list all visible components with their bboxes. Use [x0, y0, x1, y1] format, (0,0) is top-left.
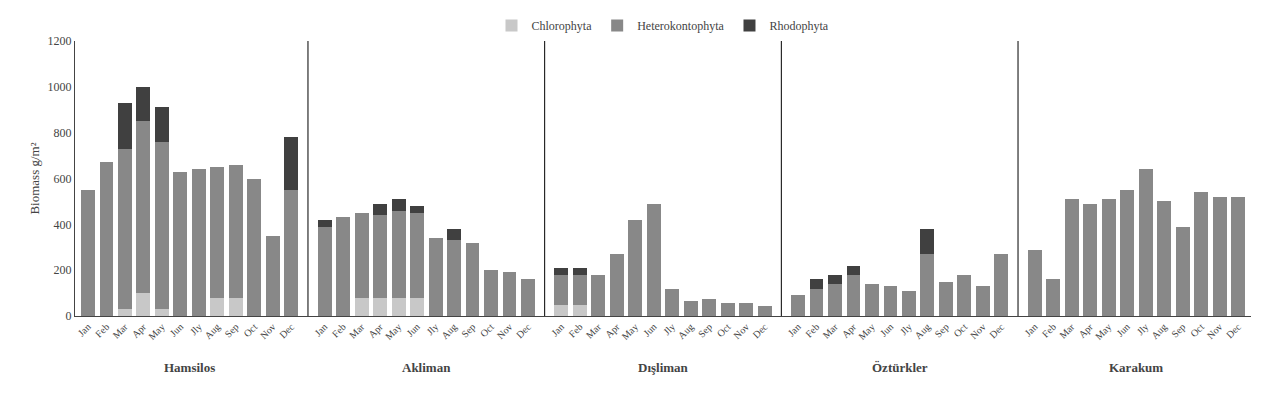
svg-text:200: 200 — [54, 263, 72, 277]
svg-text:Mar: Mar — [820, 321, 840, 341]
svg-text:Heterokontophyta: Heterokontophyta — [637, 19, 724, 33]
svg-text:Aug: Aug — [1149, 321, 1169, 341]
svg-text:Aug: Aug — [912, 321, 932, 341]
svg-text:Sep: Sep — [696, 321, 714, 339]
svg-text:Nov: Nov — [731, 321, 751, 341]
svg-text:May: May — [1093, 321, 1114, 342]
svg-text:Oct: Oct — [715, 321, 733, 339]
svg-text:Feb: Feb — [93, 321, 111, 339]
svg-text:Biomass g/m²: Biomass g/m² — [27, 142, 42, 214]
svg-text:Apr: Apr — [840, 321, 859, 340]
svg-text:Sep: Sep — [1169, 321, 1187, 339]
svg-text:0: 0 — [66, 309, 72, 323]
svg-text:Jun: Jun — [1114, 321, 1132, 339]
svg-text:Öztürkler: Öztürkler — [872, 360, 928, 375]
svg-text:Sep: Sep — [932, 321, 950, 339]
svg-text:Dışliman: Dışliman — [638, 360, 689, 375]
svg-text:Apr: Apr — [603, 321, 622, 340]
svg-text:Mar: Mar — [347, 321, 367, 341]
svg-text:Dec: Dec — [1224, 321, 1244, 341]
svg-text:Sep: Sep — [222, 321, 240, 339]
svg-text:Apr: Apr — [130, 321, 149, 340]
svg-text:Nov: Nov — [258, 321, 278, 341]
svg-text:May: May — [856, 321, 877, 342]
svg-text:Jun: Jun — [168, 321, 186, 339]
svg-text:Jan: Jan — [312, 321, 329, 338]
svg-text:Nov: Nov — [968, 321, 988, 341]
svg-text:Dec: Dec — [277, 321, 297, 341]
svg-text:Hamsilos: Hamsilos — [164, 360, 215, 375]
svg-text:May: May — [146, 321, 167, 342]
svg-text:Aug: Aug — [676, 321, 696, 341]
svg-text:Dec: Dec — [987, 321, 1007, 341]
svg-text:Aug: Aug — [439, 321, 459, 341]
svg-text:Jan: Jan — [786, 321, 803, 338]
svg-text:Feb: Feb — [1040, 321, 1058, 339]
svg-text:Oct: Oct — [951, 321, 969, 339]
svg-text:Nov: Nov — [1205, 321, 1225, 341]
svg-text:Apr: Apr — [1076, 321, 1095, 340]
svg-text:Jly: Jly — [1135, 321, 1151, 337]
svg-text:Jun: Jun — [641, 321, 659, 339]
svg-text:Aug: Aug — [202, 321, 222, 341]
svg-text:Oct: Oct — [1188, 321, 1206, 339]
svg-text:Akliman: Akliman — [402, 360, 451, 375]
svg-text:Dec: Dec — [514, 321, 534, 341]
svg-text:Mar: Mar — [584, 321, 604, 341]
svg-text:Mar: Mar — [1057, 321, 1077, 341]
svg-text:1000: 1000 — [48, 80, 72, 94]
svg-text:May: May — [383, 321, 404, 342]
svg-text:Oct: Oct — [478, 321, 496, 339]
svg-text:Mar: Mar — [110, 321, 130, 341]
svg-text:Oct: Oct — [241, 321, 259, 339]
svg-text:Jan: Jan — [76, 321, 93, 338]
svg-text:Jly: Jly — [188, 321, 204, 337]
svg-text:Jun: Jun — [878, 321, 896, 339]
svg-text:Feb: Feb — [330, 321, 348, 339]
svg-text:Jly: Jly — [424, 321, 440, 337]
svg-text:May: May — [619, 321, 640, 342]
svg-text:Dec: Dec — [750, 321, 770, 341]
svg-text:Jly: Jly — [661, 321, 677, 337]
svg-text:Jun: Jun — [404, 321, 422, 339]
svg-text:600: 600 — [54, 172, 72, 186]
svg-text:Feb: Feb — [566, 321, 584, 339]
svg-text:400: 400 — [54, 218, 72, 232]
svg-text:Jan: Jan — [1022, 321, 1039, 338]
svg-text:Karakum: Karakum — [1109, 360, 1163, 375]
svg-text:1200: 1200 — [48, 34, 72, 48]
svg-text:Rhodophyta: Rhodophyta — [769, 19, 828, 33]
svg-text:Chlorophyta: Chlorophyta — [532, 19, 593, 33]
svg-text:Sep: Sep — [459, 321, 477, 339]
svg-text:Jan: Jan — [549, 321, 566, 338]
svg-text:Apr: Apr — [366, 321, 385, 340]
svg-text:Feb: Feb — [803, 321, 821, 339]
svg-text:Nov: Nov — [495, 321, 515, 341]
svg-text:800: 800 — [54, 126, 72, 140]
svg-text:Jly: Jly — [898, 321, 914, 337]
